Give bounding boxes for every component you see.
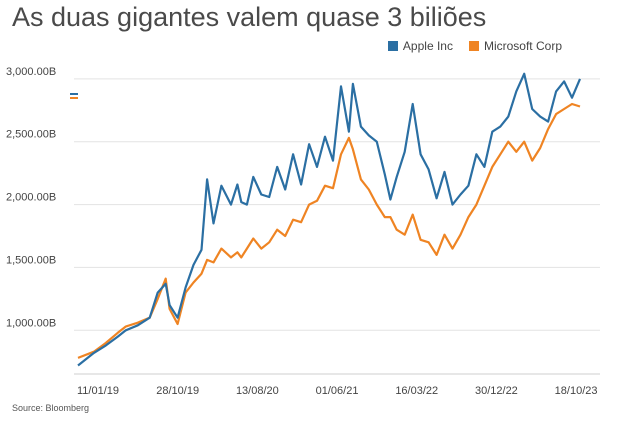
legend-label-microsoft: Microsoft Corp	[483, 39, 562, 53]
y-tick-label: 1,500.00B	[6, 254, 56, 266]
legend: Apple Inc Microsoft Corp	[387, 39, 562, 53]
y-tick-label: 2,500.00B	[6, 129, 56, 141]
series-line-apple	[77, 72, 582, 367]
legend-label-apple: Apple Inc	[402, 39, 453, 53]
marker-microsoft	[70, 97, 78, 99]
x-tick-label: 13/08/20	[236, 385, 279, 397]
legend-swatch-microsoft	[468, 41, 479, 51]
legend-swatch-apple	[387, 41, 398, 51]
y-tick-label: 3,000.00B	[6, 66, 56, 78]
y-tick-label: 1,000.00B	[6, 317, 56, 329]
x-tick-label: 18/10/23	[555, 385, 598, 397]
x-tick-label: 01/06/21	[316, 385, 359, 397]
source-note: Source: Bloomberg	[12, 403, 90, 413]
x-tick-label: 30/12/22	[475, 385, 518, 397]
series-line-microsoft	[77, 102, 581, 359]
marker-apple	[70, 93, 78, 95]
legend-item-apple[interactable]: Apple Inc	[387, 39, 453, 53]
y-tick-label: 2,000.00B	[6, 192, 56, 204]
last-value-marker	[70, 93, 78, 99]
x-tick-label: 16/03/22	[395, 385, 438, 397]
legend-item-microsoft[interactable]: Microsoft Corp	[468, 39, 562, 53]
x-tick-label: 11/01/19	[77, 385, 119, 397]
chart-title: As duas gigantes valem quase 3 biliões	[12, 2, 487, 32]
x-tick-label: 28/10/19	[156, 385, 199, 397]
